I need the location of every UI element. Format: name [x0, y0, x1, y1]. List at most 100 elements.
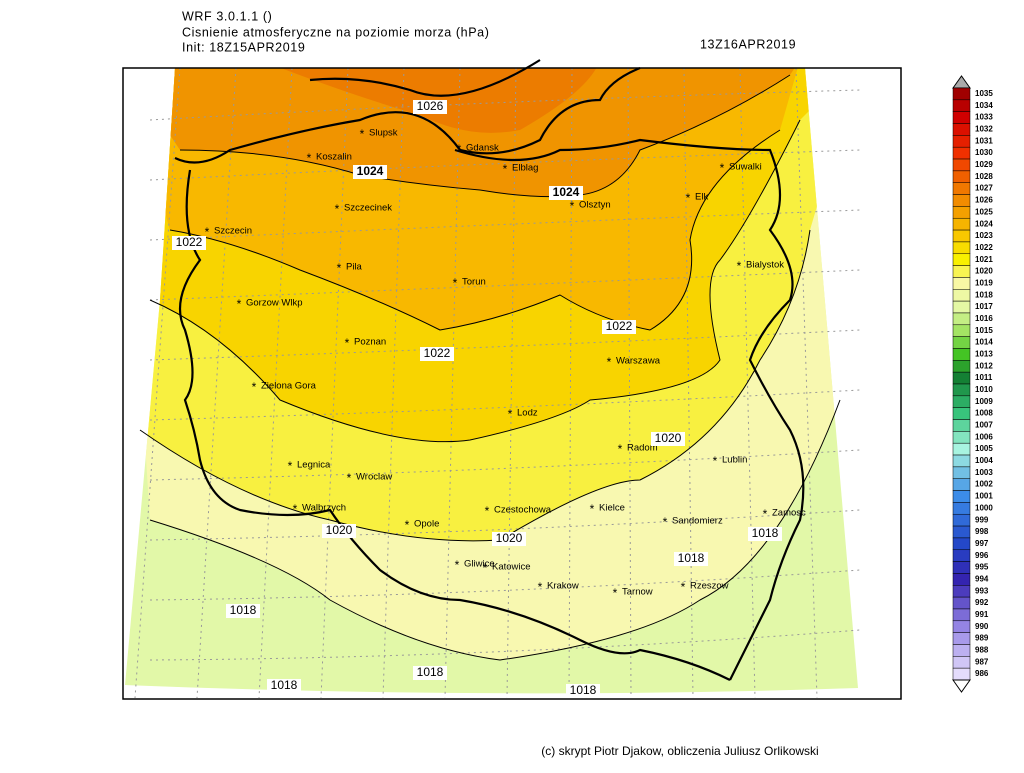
city-marker: * — [570, 199, 575, 213]
contour-label: 1022 — [176, 235, 203, 249]
colorbar-swatch — [952, 632, 971, 645]
colorbar-label: 1034 — [975, 101, 993, 110]
colorbar-label: 1012 — [975, 361, 993, 370]
colorbar-swatch — [952, 206, 971, 219]
isobars — [139, 74, 841, 661]
colorbar-label: 1019 — [975, 278, 993, 287]
colorbar-label: 1002 — [975, 480, 993, 489]
city-label: Kielce — [599, 503, 625, 514]
colorbar-swatch — [952, 241, 971, 255]
city-label: Suwalki — [729, 162, 762, 173]
contour-label-bg — [420, 347, 454, 361]
colorbar-label: 986 — [975, 669, 989, 678]
colorbar-label: 991 — [975, 610, 989, 619]
colorbar-swatch — [952, 87, 971, 101]
colorbar-label: 1009 — [975, 397, 993, 406]
colorbar-swatch — [952, 253, 971, 266]
colorbar-swatch — [952, 336, 971, 349]
city-label: Tarnow — [622, 587, 653, 598]
colorbar-label: 996 — [975, 551, 989, 560]
city-marker: * — [337, 261, 342, 275]
colorbar-swatch — [952, 277, 971, 290]
colorbar-swatch — [952, 111, 971, 124]
city-label: Rzeszow — [690, 581, 729, 592]
colorbar-label: 1031 — [975, 136, 993, 145]
city-label: Lublin — [722, 455, 747, 466]
colorbar-label: 1011 — [975, 373, 993, 382]
colorbar-swatch — [952, 419, 971, 432]
contour-label-bg — [492, 532, 526, 546]
colorbar-swatch — [952, 229, 971, 243]
contour-label-bg — [566, 684, 600, 698]
city-marker: * — [293, 502, 298, 516]
colorbar-swatch — [952, 608, 971, 622]
colorbar-label: 1033 — [975, 113, 993, 122]
contour-label: 1026 — [417, 99, 444, 113]
colorbar-label: 993 — [975, 586, 989, 595]
colorbar-label: 988 — [975, 646, 989, 655]
colorbar-label: 999 — [975, 515, 989, 524]
colorbar-label: 1000 — [975, 503, 993, 512]
city-label: Gdansk — [466, 143, 499, 154]
colorbar-swatch — [952, 194, 971, 207]
colorbar-swatch — [952, 490, 971, 503]
city-label: Wroclaw — [356, 472, 392, 483]
colorbar-swatch — [952, 312, 971, 326]
city-marker: * — [307, 151, 312, 165]
city-marker: * — [538, 580, 543, 594]
city-label: Gliwice — [464, 559, 495, 570]
city-marker: * — [681, 580, 686, 594]
city-marker: * — [618, 442, 623, 456]
city-marker: * — [613, 586, 618, 600]
colorbar-swatch — [952, 158, 971, 172]
colorbar-label: 997 — [975, 539, 989, 548]
city-label: Elblag — [512, 163, 538, 174]
city-marker: * — [737, 259, 742, 273]
colorbar-label: 1027 — [975, 184, 993, 193]
colorbar-label: 992 — [975, 598, 989, 607]
city-label: Walbrzych — [302, 503, 346, 514]
city-label: Katowice — [492, 562, 531, 573]
contour-label: 1018 — [417, 665, 444, 679]
city-label: Radom — [627, 443, 658, 454]
city-label: Krakow — [547, 581, 579, 592]
city-marker: * — [335, 202, 340, 216]
colorbar-label: 1008 — [975, 409, 993, 418]
colorbar-swatch — [952, 265, 971, 278]
city-marker: * — [508, 407, 513, 421]
colorbar-swatch — [952, 324, 971, 337]
colorbar-label: 994 — [975, 574, 989, 583]
city-marker: * — [457, 142, 462, 156]
city-marker: * — [360, 127, 365, 141]
colorbar-swatch — [952, 371, 971, 385]
city-marker: * — [252, 380, 257, 394]
city-label: Czestochowa — [494, 505, 552, 516]
city-label: Lodz — [517, 408, 538, 419]
colorbar-label: 1026 — [975, 196, 993, 205]
colorbar-swatch — [952, 383, 971, 397]
colorbar-swatch — [952, 454, 971, 468]
colorbar-swatch — [952, 99, 971, 112]
colorbar-label: 1004 — [975, 456, 993, 465]
colorbar-label: 1035 — [975, 89, 993, 98]
map-title: Cisnienie atmosferyczne na poziomie morz… — [182, 25, 489, 39]
contour-label-bg — [549, 186, 583, 200]
colorbar-label: 1007 — [975, 421, 993, 430]
pressure-field — [125, 68, 858, 694]
colorbar-swatch — [952, 667, 971, 681]
contour-label-bg — [172, 236, 206, 250]
contour-label: 1018 — [678, 551, 705, 565]
colorbar-label: 1017 — [975, 302, 993, 311]
colorbar-swatch — [952, 620, 971, 633]
colorbar-cap — [952, 75, 971, 89]
contour-label: 1020 — [496, 531, 523, 545]
city-marker: * — [205, 225, 210, 239]
colorbar-swatch — [952, 360, 971, 373]
contour-label-bg — [226, 604, 260, 618]
colorbar-cap — [952, 679, 971, 693]
colorbar-swatch — [952, 442, 971, 456]
colorbar-swatch — [952, 395, 971, 408]
colorbar-label: 1010 — [975, 385, 993, 394]
contour-label-bg — [674, 552, 708, 566]
contour-label: 1022 — [424, 346, 451, 360]
